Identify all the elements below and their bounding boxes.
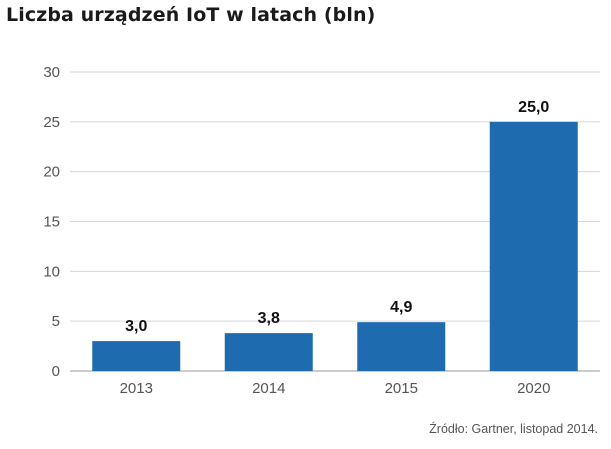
y-tick-label: 0 [52,363,60,380]
x-tick-label: 2020 [517,380,550,397]
y-tick-label: 10 [43,263,60,280]
y-tick-label: 20 [43,164,60,181]
bar-2015 [357,322,446,371]
y-tick-label: 15 [43,214,60,231]
bar-2020 [489,121,578,371]
x-tick-label: 2015 [385,380,418,397]
bar-2013 [92,341,181,371]
data-label-2014: 3,8 [258,310,280,327]
y-tick-label: 25 [43,114,60,131]
y-tick-label: 5 [52,313,60,330]
bar-2014 [224,333,313,371]
data-label-2015: 4,9 [390,299,412,316]
x-axis-ticks: 2013 2014 2015 2020 [120,380,551,397]
chart-title: Liczba urządzeń IoT w latach (bln) [6,4,376,26]
y-axis-ticks: 0 5 10 15 20 25 30 [43,64,60,380]
source-note: Źródło: Gartner, listopad 2014. [429,422,598,436]
x-tick-label: 2013 [120,380,153,397]
data-labels: 3,0 3,8 4,9 25,0 [125,99,549,335]
y-tick-label: 30 [43,64,60,81]
x-tick-label: 2014 [252,380,285,397]
data-label-2013: 3,0 [125,318,147,335]
bars [92,121,578,371]
data-label-2020: 25,0 [518,99,549,116]
